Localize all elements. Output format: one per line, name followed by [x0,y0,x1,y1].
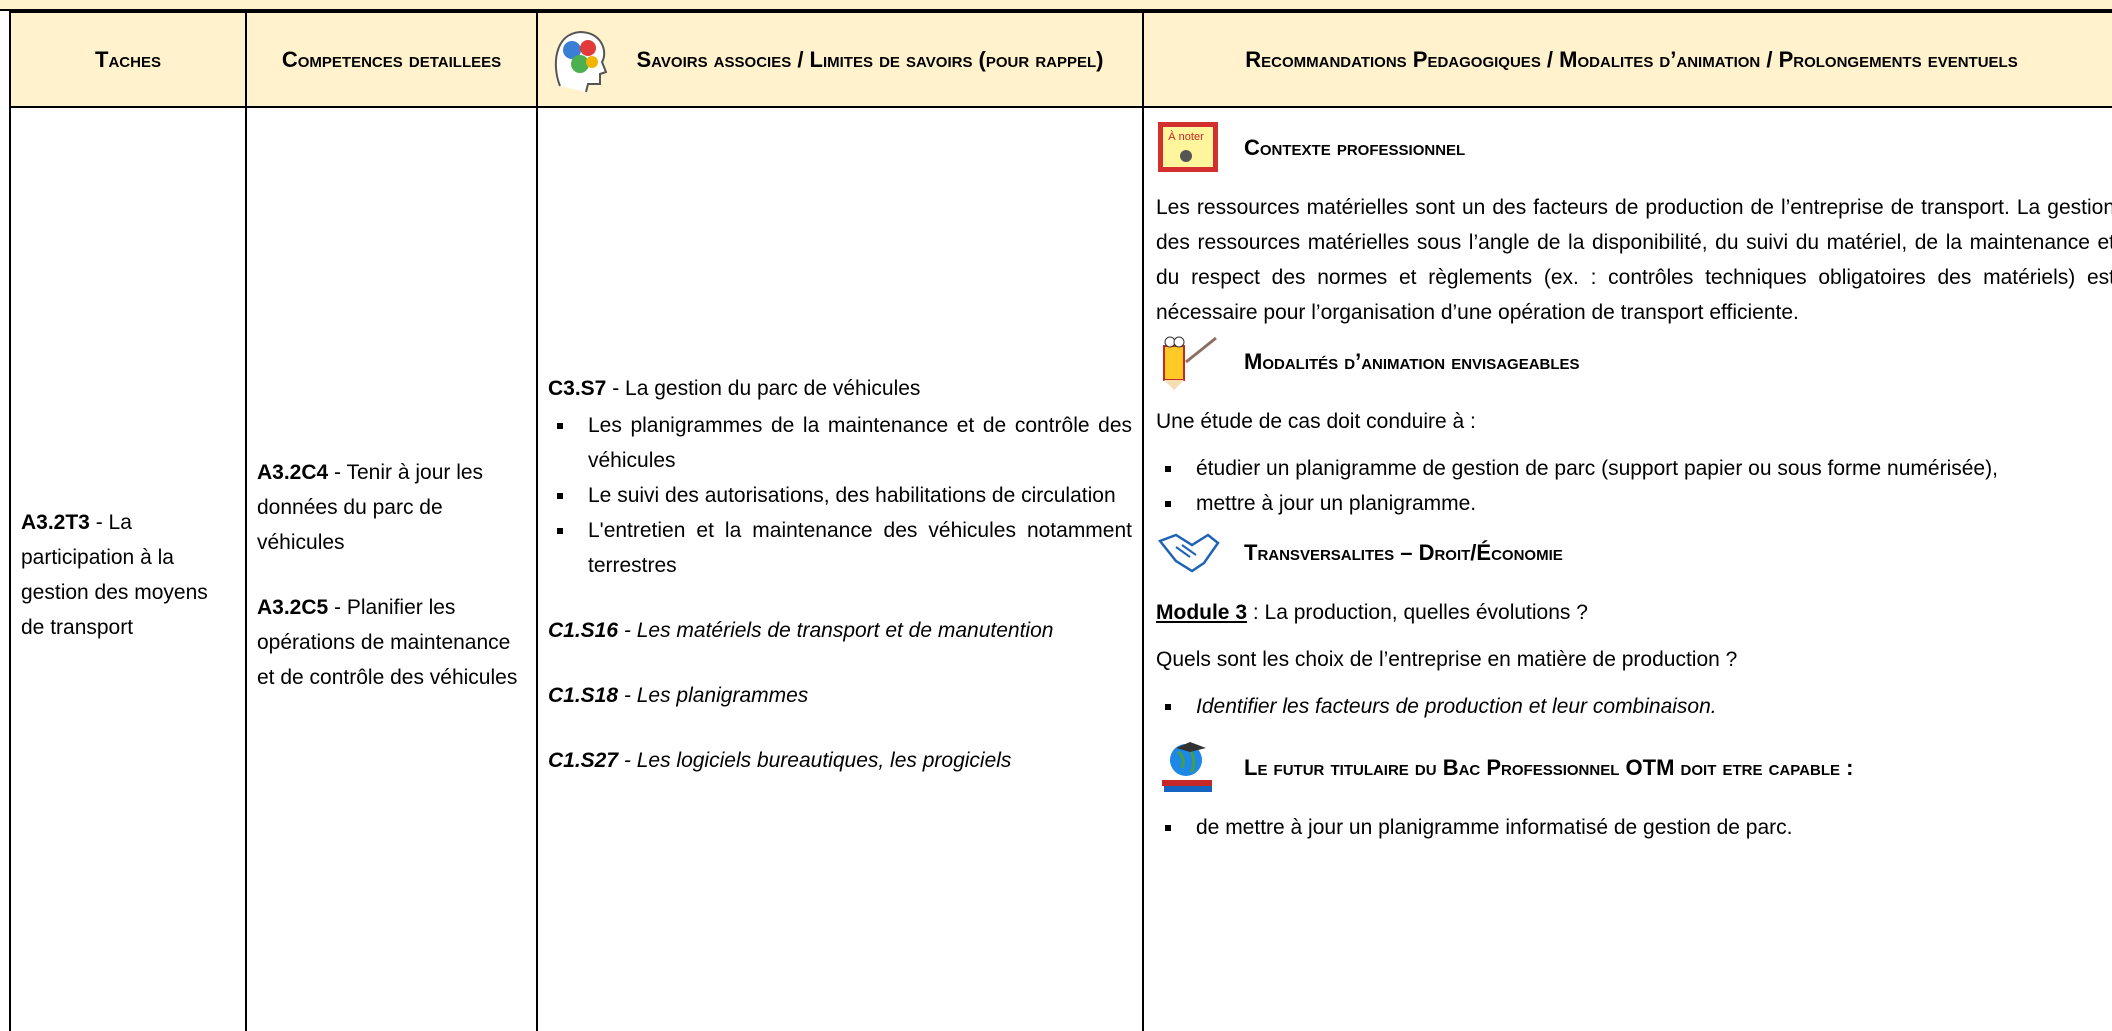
section-title: Contexte professionnel [1244,134,1466,160]
head-gears-icon [554,30,608,92]
savoir-item: Le suivi des autorisations, des habilita… [576,478,1132,513]
section-title: Modalités d’animation envisageables [1244,348,1580,374]
savoir-text: - Les matériels de transport et de manut… [623,619,1054,642]
task-text: - La participation à la gestion des moye… [21,510,208,639]
section-heading: Modalités d’animation envisageables [1156,330,2112,392]
note-icon-text: À noter [1168,130,1204,143]
curriculum-table: Taches Competences detaillees Savoirs as… [9,11,2112,1031]
savoir-text: - Les logiciels bureautiques, les progic… [623,749,1012,772]
body-row: A3.2T3 - La participation à la gestion d… [9,106,2112,1031]
section-title: Le futur titulaire du Bac Professionnel … [1244,750,1853,785]
paragraph: Les ressources matérielles sont un des f… [1156,196,2112,324]
title-code: OTM [1625,754,1675,780]
competence-text: - Tenir à jour les données du parc de vé… [257,460,484,554]
savoir-text: - La gestion du parc de véhicules [612,377,921,400]
paragraph: Quels sont les choix de l’entreprise en … [1156,648,1738,671]
title-part: Le futur titulaire du Bac Professionnel [1244,754,1620,780]
header-text: Savoirs associes / Limites de savoirs (p… [636,46,1104,72]
note-icon: À noter [1158,122,1218,172]
top-band [0,0,2112,11]
header-cell: Recommandations Pedagogiques / Modalites… [1142,11,2112,108]
competences-cell: A3.2C4 - Tenir à jour les données du par… [245,106,538,1031]
header-row: Taches Competences detaillees Savoirs as… [9,11,2112,108]
savoir-code: C1.S16 [548,619,619,642]
bullet-item: mettre à jour un planigramme. [1184,486,2112,521]
competence-code: A3.2C5 [257,595,329,619]
module-label: Module 3 [1156,601,1248,624]
bullet-list: étudier un planigramme de gestion de par… [1156,451,2112,521]
section-title: Transversalites – Droit/Économie [1244,539,1563,565]
recommandations-cell: À noter Contexte professionnel Les resso… [1142,106,2112,1031]
competence-text: - Planifier les opérations de maintenanc… [257,595,518,689]
title-part: doit etre capable : [1680,754,1854,780]
section-heading: À noter Contexte professionnel [1156,116,2112,178]
header-cell: Taches [9,11,247,108]
globe-icon [1162,742,1212,792]
bullet-item: Identifier les facteurs de production et… [1184,689,2112,724]
savoir-text: - Les planigrammes [623,684,809,707]
bullet-item: de mettre à jour un planigramme informat… [1184,810,2112,845]
bullet-list: de mettre à jour un planigramme informat… [1156,810,2112,845]
savoir-code: C1.S27 [548,749,619,772]
task-code: A3.2T3 [21,510,90,534]
bullet-list: Identifier les facteurs de production et… [1156,689,2112,724]
savoir-item: Les planigrammes de la maintenance et de… [576,408,1132,478]
paragraph: Une étude de cas doit conduire à : [1156,410,1476,433]
header-cell: Savoirs associes / Limites de savoirs (p… [536,11,1144,108]
header-cell: Competences detaillees [245,11,538,108]
savoir-item: L'entretien et la maintenance des véhicu… [576,513,1132,583]
handshake-icon [1157,533,1220,573]
pencil-icon [1163,336,1217,390]
bullet-item: étudier un planigramme de gestion de par… [1184,451,2112,486]
savoir-code: C1.S18 [548,684,619,707]
task-cell: A3.2T3 - La participation à la gestion d… [9,106,247,1031]
competence-code: A3.2C4 [257,460,329,484]
savoir-code: C3.S7 [548,377,607,400]
section-heading: Le futur titulaire du Bac Professionnel … [1156,736,2112,798]
savoirs-cell: C3.S7 - La gestion du parc de véhicules … [536,106,1144,1031]
module-text: : La production, quelles évolutions ? [1252,601,1588,624]
section-heading: Transversalites – Droit/Économie [1156,521,2112,583]
savoir-list: Les planigrammes de la maintenance et de… [548,408,1132,583]
